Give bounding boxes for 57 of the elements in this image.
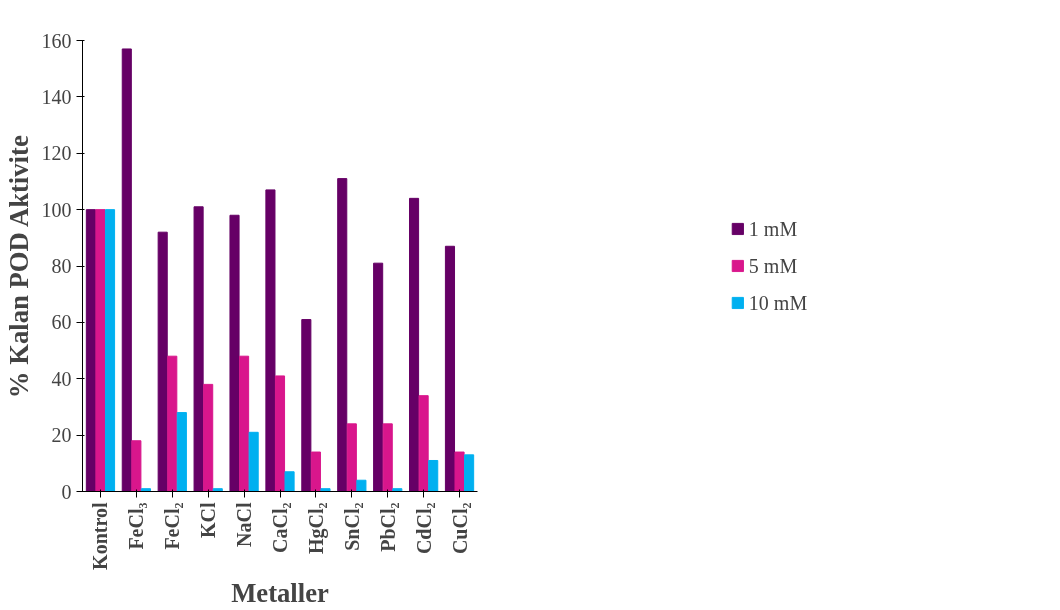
- x-tick-label: SnCl₂: [340, 502, 363, 551]
- bar: [131, 440, 142, 492]
- bar: [140, 488, 151, 492]
- bar: [301, 319, 312, 492]
- x-tick-label: NaCl: [233, 502, 256, 547]
- bar: [248, 431, 259, 492]
- bar: [392, 488, 403, 492]
- x-tick-label: CuCl₂: [448, 502, 471, 555]
- legend-label: 10 mM: [748, 291, 808, 314]
- bar: [418, 395, 429, 492]
- x-tick-label: HgCl₂: [304, 502, 328, 555]
- y-tick-label: 100: [41, 198, 72, 221]
- bar: [310, 451, 321, 492]
- bar: [356, 479, 367, 492]
- bar: [428, 459, 439, 492]
- bar: [265, 189, 276, 492]
- y-tick-label: 60: [51, 311, 72, 334]
- y-tick-label: 160: [41, 29, 72, 52]
- bar: [382, 423, 393, 492]
- legend-label: 1 mM: [748, 217, 798, 240]
- bar: [229, 214, 240, 492]
- bar: [320, 488, 331, 492]
- bar: [121, 48, 132, 492]
- bar: [454, 451, 465, 492]
- bar: [409, 197, 420, 492]
- bar: [203, 383, 214, 492]
- x-tick-label: CdCl₂: [412, 502, 435, 555]
- x-axis-title: Metaller: [231, 577, 329, 608]
- bar: [274, 375, 286, 492]
- y-tick-label: 120: [41, 142, 72, 165]
- y-tick-label: 140: [41, 85, 72, 108]
- x-tick-label: CaCl₂: [269, 502, 291, 553]
- bar: [239, 355, 250, 492]
- bar: [444, 245, 456, 492]
- y-tick-label: 0: [61, 480, 72, 503]
- bar: [212, 488, 223, 492]
- x-tick-label: FeCl₂: [161, 502, 184, 550]
- x-tick-label: FeCl₃: [125, 502, 148, 550]
- bar: [346, 423, 357, 492]
- y-tick-label: 80: [51, 255, 72, 277]
- bar: [284, 471, 295, 492]
- y-axis-title: % Kalan POD Aktivite: [3, 135, 34, 399]
- bar: [373, 262, 384, 492]
- x-tick-label: PbCl₂: [376, 502, 399, 552]
- x-tick-label: Kontrol: [89, 502, 112, 570]
- y-tick-label: 20: [51, 424, 72, 447]
- bar: [176, 412, 187, 492]
- x-tick-label: KCl: [197, 502, 220, 539]
- bar: [193, 206, 204, 492]
- bar: [157, 231, 168, 492]
- legend-label: 5 mM: [748, 254, 798, 277]
- bar: [95, 209, 106, 492]
- bar: [104, 209, 116, 492]
- bar: [464, 454, 475, 492]
- y-tick-label: 40: [51, 367, 72, 390]
- bar: [167, 355, 178, 492]
- bar: [337, 178, 348, 492]
